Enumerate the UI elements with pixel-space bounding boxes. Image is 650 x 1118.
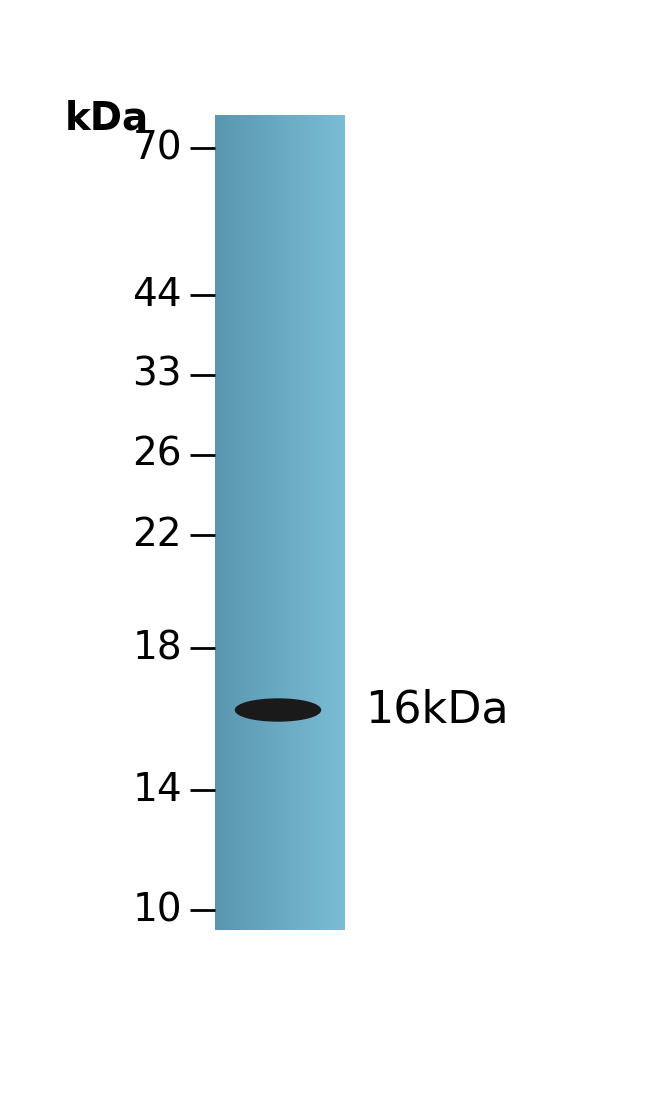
Text: 22: 22 — [133, 517, 182, 555]
Text: 26: 26 — [133, 436, 182, 474]
Text: 18: 18 — [133, 629, 182, 667]
Text: 33: 33 — [133, 356, 182, 394]
Text: kDa: kDa — [65, 100, 149, 138]
Ellipse shape — [235, 699, 320, 721]
Text: 44: 44 — [133, 276, 182, 314]
Text: 70: 70 — [133, 129, 182, 167]
Text: 10: 10 — [133, 891, 182, 929]
Text: 14: 14 — [133, 771, 182, 809]
Text: 16kDa: 16kDa — [365, 689, 508, 731]
